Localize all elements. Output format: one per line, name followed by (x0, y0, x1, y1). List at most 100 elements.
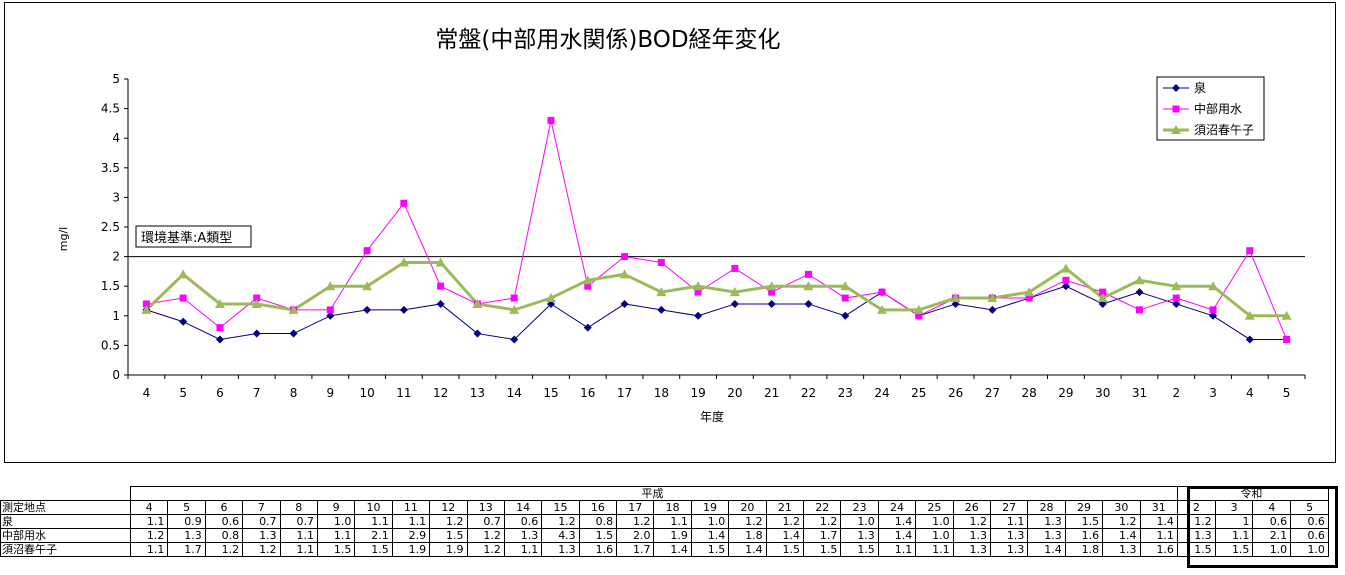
x-tick-label: 25 (911, 386, 926, 400)
value-cell: 1.4 (1102, 528, 1141, 543)
value-cell: 0.7 (242, 514, 281, 529)
series-2-point (1171, 281, 1182, 291)
value-cell: 1.5 (354, 542, 393, 557)
value-cell: 1.5 (1064, 514, 1104, 529)
series-1-point (1246, 247, 1254, 255)
y-tick-label: 4.5 (101, 102, 120, 116)
x-tick-label: 30 (1095, 386, 1110, 400)
value-cell: 1.3 (1027, 528, 1066, 543)
value-cell: 1.1 (989, 514, 1029, 529)
series-0-point (767, 299, 776, 308)
value-cell: 1.1 (354, 514, 393, 529)
series-1-point (768, 288, 776, 296)
value-cell: 1.1 (1139, 528, 1178, 543)
year-cell: 6 (204, 500, 244, 515)
value-cell: 1.3 (989, 542, 1029, 557)
x-tick-label: 24 (874, 386, 889, 400)
year-cell: 29 (1064, 500, 1104, 515)
x-tick-label: 3 (1209, 386, 1217, 400)
value-cell: 1.3 (1102, 542, 1141, 557)
x-tick-label: 4 (1246, 386, 1254, 400)
value-cell: 1.1 (1214, 528, 1254, 543)
value-cell: 0.6 (1252, 514, 1292, 529)
x-axis-label: 年度 (700, 409, 724, 424)
value-cell: 0.6 (503, 514, 543, 529)
series-2-point (178, 269, 189, 279)
series-0-point (730, 299, 739, 308)
series-1-point (1099, 288, 1107, 296)
era-heisei: 平成 (130, 486, 1178, 501)
series-2-point (509, 304, 520, 314)
value-cell: 1.6 (1064, 528, 1104, 543)
series-2-point (288, 304, 299, 314)
legend-marker-0 (1172, 84, 1180, 92)
series-0-point (1172, 299, 1181, 308)
year-cell: 12 (429, 500, 468, 515)
series-1-point (1209, 306, 1217, 314)
x-tick-label: 12 (433, 386, 448, 400)
year-cell: 31 (1139, 500, 1178, 515)
x-tick-label: 23 (838, 386, 853, 400)
value-cell: 1.2 (803, 514, 842, 529)
value-cell: 1.9 (653, 528, 692, 543)
series-2-point (325, 281, 336, 291)
table-row: 須沼春午子 1.1 1.7 1.2 1.2 1.1 1.5 1.5 1.9 1.9 1.2 1.1 1.… (0, 542, 1329, 557)
x-tick-label: 5 (1283, 386, 1291, 400)
value-cell: 1.0 (915, 514, 954, 529)
value-cell: 1.1 (391, 514, 431, 529)
year-cell: 7 (242, 500, 281, 515)
series-1-point (657, 259, 665, 267)
year-cell: 4 (1252, 500, 1292, 515)
series-1-point (510, 294, 518, 302)
value-cell: 1.6 (1139, 542, 1178, 557)
value-cell: 1.1 (129, 542, 169, 557)
value-cell: 1.2 (728, 514, 767, 529)
x-tick-label: 10 (359, 386, 374, 400)
y-tick-label: 4 (112, 131, 120, 145)
year-cell: 28 (1027, 500, 1066, 515)
value-cell: 1.5 (1176, 542, 1216, 557)
value-cell: 1.1 (653, 514, 692, 529)
year-cell: 5 (167, 500, 206, 515)
series-1-point (326, 306, 334, 314)
x-tick-label: 11 (396, 386, 411, 400)
series-2-point (803, 281, 814, 291)
year-cell: 11 (391, 500, 431, 515)
year-cell: 18 (653, 500, 692, 515)
y-tick-label: 0 (112, 368, 120, 382)
year-cell: 27 (989, 500, 1029, 515)
x-tick-label: 29 (1058, 386, 1073, 400)
value-cell: 1.2 (1176, 514, 1216, 529)
value-cell: 1.0 (840, 514, 879, 529)
series-2-point (950, 293, 961, 303)
year-cell: 14 (503, 500, 543, 515)
value-cell: 1.1 (279, 528, 318, 543)
year-cell: 5 (1290, 500, 1329, 515)
value-cell: 1.2 (541, 514, 580, 529)
series-1-point (841, 294, 849, 302)
series-0-point (215, 335, 224, 344)
value-cell: 0.8 (578, 514, 618, 529)
x-tick-label: 17 (617, 386, 632, 400)
series-0-point (473, 329, 482, 338)
series-0-point (326, 311, 335, 320)
series-line-1 (146, 120, 1288, 340)
series-2-point (1134, 275, 1145, 285)
series-2-point (656, 287, 667, 297)
table-row: 中部用水 1.2 1.3 0.8 1.3 1.1 1.1 2.1 2.9 1.5 1.2 1.3 4.3… (0, 528, 1329, 543)
x-tick-label: 9 (326, 386, 334, 400)
value-cell: 2.1 (1252, 528, 1292, 543)
series-2-point (582, 275, 593, 285)
year-cell: 4 (129, 500, 169, 515)
legend-label-0: 泉 (1194, 81, 1206, 95)
era-row: 平成 令和 (1, 486, 1329, 501)
series-0-point (657, 305, 666, 314)
value-cell: 1.7 (616, 542, 655, 557)
series-2-point (251, 298, 262, 308)
era-reiwa: 令和 (1176, 486, 1329, 501)
series-0-point (289, 329, 298, 338)
series-1-point (400, 199, 408, 207)
value-cell: 1.2 (466, 542, 505, 557)
value-cell: 1.1 (129, 514, 169, 529)
series-2-point (729, 287, 740, 297)
